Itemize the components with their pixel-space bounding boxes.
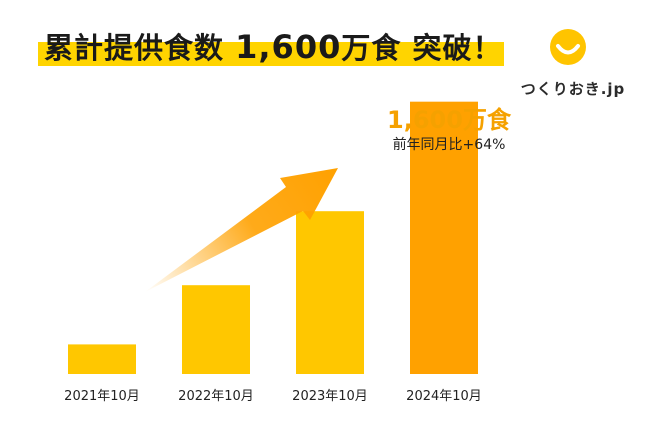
headline-prefix: 累計提供食数: [44, 31, 225, 65]
yoy-growth-label: 前年同月比+64%: [392, 137, 506, 153]
logo-text: つくりおき.jp: [520, 80, 626, 98]
x-tick-label: 2023年10月: [292, 389, 368, 404]
x-tick-label: 2021年10月: [64, 389, 140, 404]
highlight-value-label: 1,600万食: [387, 106, 511, 134]
growth-arrow: [145, 168, 338, 292]
x-tick-label: 2024年10月: [406, 389, 482, 404]
bar-4: [410, 101, 478, 375]
smile-logo-icon: [550, 29, 586, 65]
bar-3: [296, 211, 364, 374]
headline: 累計提供食数 1,600万食 突破！: [44, 22, 502, 72]
headline-number: 1,600: [235, 28, 342, 66]
bar-1: [68, 344, 136, 374]
headline-suffix: 万食 突破！: [341, 31, 503, 65]
headline-highlight-band: [38, 42, 504, 66]
x-tick-label: 2022年10月: [178, 389, 254, 404]
brand-logo: つくりおき.jp: [518, 28, 628, 103]
bar-2: [182, 285, 250, 374]
